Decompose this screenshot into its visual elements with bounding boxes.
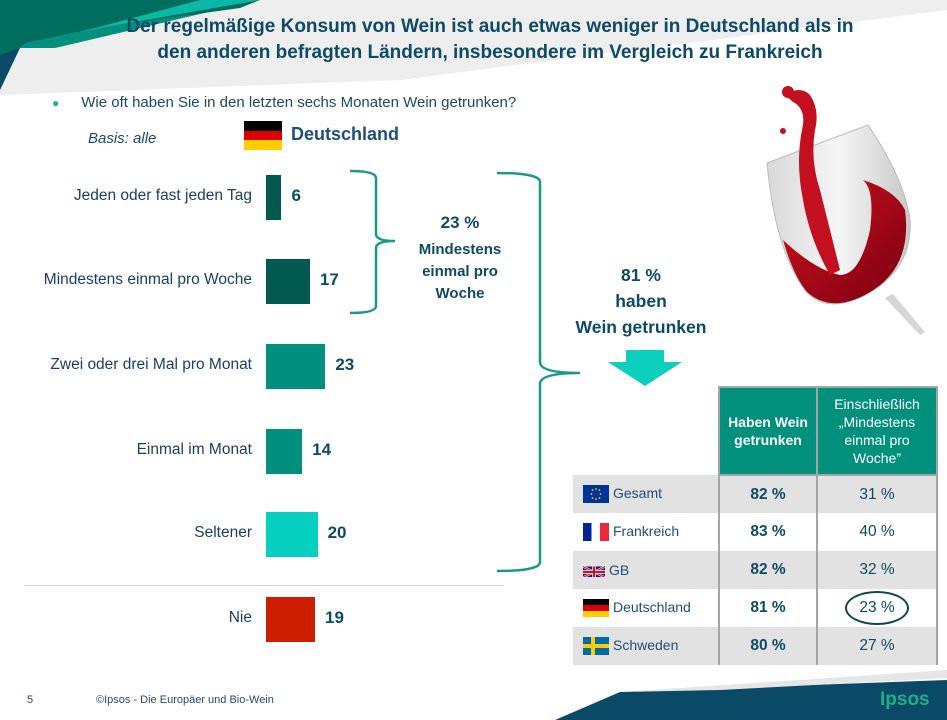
wine-glass-image [766,86,925,335]
title-line-2: den anderen befragten Ländern, insbesond… [157,42,823,63]
weekly-percent: 23 % [440,213,480,232]
germany-flag-icon [244,121,282,150]
bar [266,597,316,642]
question-text: Wie oft haben Sie in den letzten sechs M… [81,94,517,111]
bar-value-label: 19 [325,608,344,627]
header-drank-wine: Haben Wein getrunken [718,386,818,476]
country-cell: Deutschland [573,589,720,627]
country-name: Gesamt [613,484,663,501]
bullet-icon: ● [52,96,60,110]
ipsos-logo: Ipsos [880,689,930,710]
france-flag-icon [583,523,609,542]
category-label: Mindestens einmal pro Woche [43,271,252,288]
total-line-3: Wein getrunken [575,317,707,337]
country-name: GB [609,562,630,578]
weekly-value: 32 % [816,551,938,589]
bar [266,175,282,220]
country-cell: Frankreich [573,513,720,551]
drank-value: 82 % [718,475,818,513]
uk-flag-icon [583,565,605,578]
weekly-text: Mindestens einmal pro Woche [418,241,502,302]
bar [266,259,310,304]
bar-value-label: 17 [319,270,339,289]
drank-value: 83 % [718,513,818,551]
table-header-blank [573,387,719,475]
basis-note: Basis: alle [88,130,157,147]
slide-title: Der regelmäßige Konsum von Wein ist auch… [90,14,890,66]
weekly-value-highlighted: 23 % [816,589,938,627]
highlight-circle [845,591,909,625]
total-line-2: haben [615,291,667,311]
footer-copyright: ©Ipsos - Die Europäer und Bio-Wein [96,694,274,706]
bar-value-label: 6 [291,186,301,205]
survey-question: ● Wie oft haben Sie in den letzten sechs … [52,94,516,111]
bar-value-label: 20 [327,523,347,542]
table-header-row: Haben Wein getrunken Einschließlich „Min… [573,386,938,476]
country-name: Frankreich [613,522,680,539]
drank-value: 82 % [718,551,818,589]
chart-divider [24,585,504,586]
category-label: Zwei oder drei Mal pro Monat [50,356,252,373]
bar [266,429,303,474]
page-number: 5 [27,694,34,706]
table-row: Schweden 80 % 27 % [573,627,938,665]
category-label: Einmal im Monat [136,441,252,458]
weekly-value: 27 % [816,627,938,665]
country-comparison-table: Haben Wein getrunken Einschließlich „Min… [573,386,938,665]
bar-value-label: 14 [312,440,332,459]
category-label: Seltener [194,524,252,541]
table-row: Deutschland 81 % 23 % [573,589,938,627]
bar [266,344,326,389]
country-cell: Schweden [573,627,720,665]
weekly-value: 40 % [816,513,938,551]
bar-value-label: 23 [335,355,355,374]
country-cell: GB [573,551,720,589]
title-line-1: Der regelmäßige Konsum von Wein ist auch… [126,16,854,37]
country-name: Schweden [613,636,679,653]
total-percent: 81 % [621,265,661,285]
bar [266,512,318,557]
drank-value: 81 % [718,589,818,627]
total-annotation: 81 % haben Wein getrunken [556,262,726,340]
weekly-annotation: 23 % Mindestens einmal pro Woche [400,213,520,305]
sweden-flag-icon [583,637,609,656]
eu-flag-icon [583,485,609,504]
drank-value: 80 % [718,627,818,665]
arrow-down-icon [608,350,682,386]
country-heading: Deutschland [291,124,400,144]
country-cell: Gesamt [573,475,720,513]
table-row: GB 82 % 32 % [573,551,938,589]
germany-flag-icon [583,599,609,618]
country-name: Deutschland [613,598,691,615]
weekly-value: 31 % [816,475,938,513]
category-label: Jeden oder fast jeden Tag [73,187,252,204]
table-row: Gesamt 82 % 31 % [573,475,938,513]
header-weekly: Einschließlich „Mindestens einmal pro Wo… [816,386,938,476]
table-row: Frankreich 83 % 40 % [573,513,938,551]
category-label: Nie [228,609,252,626]
